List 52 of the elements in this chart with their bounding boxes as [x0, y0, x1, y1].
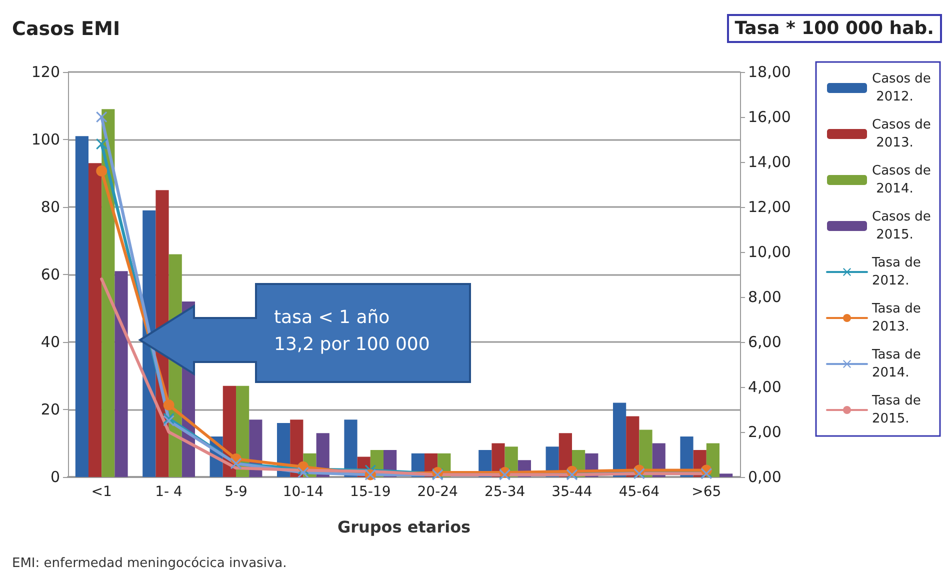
- bar: [88, 163, 102, 477]
- y-tick-label: 0: [50, 468, 60, 486]
- y2-tick-label: 8,00: [748, 288, 782, 306]
- y-tick-label: 80: [40, 198, 60, 216]
- x-tick-label: 45-64: [618, 484, 660, 500]
- y2-tick-label: 6,00: [748, 333, 782, 351]
- y2-tick-label: 0,00: [748, 468, 782, 486]
- annotation: tasa < 1 año 13,2 por 100 000: [274, 306, 430, 357]
- y2-tick-label: 4,00: [748, 378, 782, 396]
- x-tick-label: 20-24: [417, 484, 458, 500]
- y2-tick-label: 14,00: [748, 153, 791, 171]
- point: [96, 166, 108, 176]
- y-tick-label: 120: [31, 63, 60, 81]
- legend-label: Casos de 2015.: [872, 210, 931, 242]
- point: [298, 467, 309, 478]
- bar: [612, 402, 626, 477]
- point: [163, 400, 174, 410]
- legend-label: Casos de 2012.: [872, 72, 931, 104]
- y-tick-label: 20: [40, 400, 60, 418]
- point: [96, 138, 108, 150]
- bar: [720, 474, 733, 477]
- y2-tick-label: 12,00: [748, 198, 791, 216]
- bar: [114, 271, 128, 477]
- y-tick-label: 60: [40, 266, 60, 284]
- y2-tick-label: 18,00: [748, 63, 791, 81]
- legend-label: Tasa de 2012.: [871, 256, 926, 288]
- y-tick-label: 100: [31, 130, 60, 148]
- y2-tick-label: 10,00: [748, 243, 791, 261]
- y2-tick-label: 16,00: [748, 108, 791, 126]
- legend-label: Tasa de 2014.: [871, 348, 926, 380]
- x-tick-label: 25-34: [484, 484, 526, 500]
- bar: [75, 136, 88, 477]
- x-tick-label: >65: [692, 484, 722, 500]
- legend-label: Casos de 2014.: [872, 164, 931, 196]
- legend-label: Casos de 2013.: [872, 118, 931, 150]
- x-axis-title: Grupos etarios: [337, 518, 471, 536]
- x-tick-label: 1- 4: [155, 484, 183, 500]
- y2-tick-label: 2,00: [748, 423, 782, 441]
- text: EMI: enfermedad meningocócica invasiva.: [12, 556, 287, 571]
- y-tick-label: 40: [40, 333, 60, 351]
- y-axis-title: Casos EMI: [12, 18, 120, 40]
- legend-label: Tasa de 2013.: [871, 302, 926, 334]
- x-tick-label: 35-44: [552, 484, 592, 500]
- legend-label: Tasa de 2015.: [871, 394, 926, 426]
- arrow-callout: tasa < 1 año 13,2 por 100 000: [138, 282, 472, 384]
- y2-axis-title: Tasa * 100 000 hab.: [726, 14, 942, 43]
- x-tick-label: 10-14: [282, 484, 324, 500]
- x-tick-label: 15-19: [350, 484, 391, 500]
- point: [96, 112, 108, 122]
- point: [163, 415, 174, 426]
- x-tick-label: 5-9: [224, 484, 248, 500]
- x-tick-label: <1: [91, 484, 112, 500]
